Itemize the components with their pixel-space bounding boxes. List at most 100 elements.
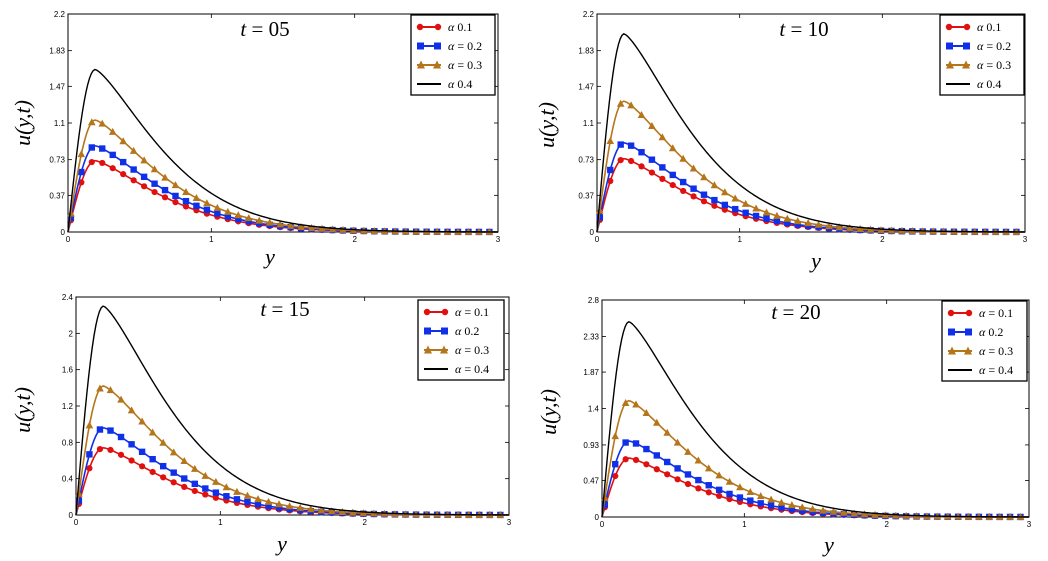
data-point (726, 490, 733, 498)
data-point (98, 119, 107, 127)
data-point (690, 193, 697, 200)
y-tick-label: 1.83 (49, 47, 65, 56)
legend-label: α = 0.2 (448, 39, 482, 53)
series-line (75, 305, 509, 516)
data-point (317, 506, 326, 514)
data-point (160, 474, 167, 481)
data-point (286, 221, 295, 229)
legend-marker (947, 309, 955, 317)
data-point (275, 500, 283, 508)
chart-panel-t05: 0 0.37 0.73 1.1 1.47 1.83 2.2 0 1 2 3 t = 05 y u(y,t)… (10, 10, 501, 269)
x-axis-label: y (263, 244, 275, 269)
data-point (638, 163, 645, 170)
data-point (607, 166, 614, 174)
data-point (318, 224, 326, 232)
legend-label-symbol: α (455, 343, 462, 357)
data-point (172, 192, 179, 200)
data-point (700, 173, 708, 181)
series-line (75, 446, 509, 516)
data-point (327, 507, 336, 515)
y-tick-label: 0.37 (578, 191, 594, 200)
x-tick-label: 0 (595, 235, 600, 244)
y-tick-label: 2.8 (588, 296, 600, 305)
x-tick-label: 3 (507, 518, 512, 527)
data-point (96, 446, 104, 453)
legend-label-value: 0.4 (983, 77, 1001, 91)
data-point (150, 165, 159, 173)
data-point (793, 217, 802, 225)
legend-label: α 0.2 (979, 325, 1003, 339)
y-tick-label: 0.93 (583, 441, 599, 450)
y-tick-label: 1.87 (583, 368, 599, 377)
data-point (773, 211, 781, 219)
x-tick-label: 0 (66, 235, 71, 244)
data-point (674, 476, 681, 483)
data-point (663, 428, 671, 436)
data-point (653, 466, 660, 473)
data-point (87, 118, 96, 126)
data-point (245, 218, 252, 225)
legend-label-value: 0.2 (985, 325, 1003, 339)
data-point (265, 502, 272, 510)
data-point (285, 502, 294, 510)
data-point (725, 477, 734, 485)
data-point (203, 206, 211, 214)
data-point (663, 458, 671, 466)
data-point (652, 418, 661, 426)
data-point (338, 508, 347, 516)
data-point (804, 219, 812, 227)
y-tick-label: 1.1 (54, 119, 66, 128)
data-point (296, 503, 304, 511)
legend-marker (417, 42, 424, 50)
data-point (829, 507, 838, 515)
data-point (244, 214, 253, 222)
data-point (234, 211, 243, 219)
data-point (140, 156, 148, 164)
legend-box (941, 300, 1028, 382)
data-point (632, 400, 640, 408)
data-point (788, 501, 796, 509)
series-line (601, 320, 1029, 518)
legend-label-value: = 0.2 (454, 39, 482, 53)
data-point (794, 221, 801, 228)
data-point (307, 223, 316, 231)
data-point (224, 207, 232, 215)
data-point (606, 137, 615, 145)
data-point (169, 448, 178, 456)
data-point (642, 409, 651, 417)
data-point (627, 142, 635, 149)
data-point (244, 498, 251, 506)
data-point (161, 186, 169, 194)
data-point (622, 439, 629, 446)
data-point (705, 489, 712, 496)
data-point (617, 157, 624, 164)
data-point (86, 465, 93, 472)
series-line (67, 68, 499, 233)
data-point (233, 496, 241, 503)
legend-label-value: = 0.2 (983, 39, 1011, 53)
chart-title-eq: = 20 (777, 300, 820, 324)
data-point (78, 168, 85, 176)
legend-marker (962, 60, 970, 69)
data-point (825, 222, 833, 230)
data-point (306, 505, 315, 513)
data-point (148, 428, 157, 436)
data-point (726, 496, 733, 503)
data-point (99, 159, 106, 167)
data-point (190, 464, 199, 472)
data-point (866, 225, 875, 233)
legend-label: α = 0.1 (979, 306, 1013, 320)
data-point (612, 460, 619, 468)
data-point (182, 197, 190, 205)
data-point (276, 220, 284, 228)
data-point (120, 171, 127, 178)
data-point (659, 175, 666, 182)
data-point (784, 219, 791, 227)
legend-label: α 0.1 (977, 20, 1001, 34)
data-point (224, 213, 232, 220)
data-point (149, 455, 156, 463)
data-point (846, 224, 854, 232)
data-point (756, 492, 765, 500)
legend-label-symbol: α (455, 305, 462, 319)
y-tick-label: 2 (69, 329, 74, 338)
